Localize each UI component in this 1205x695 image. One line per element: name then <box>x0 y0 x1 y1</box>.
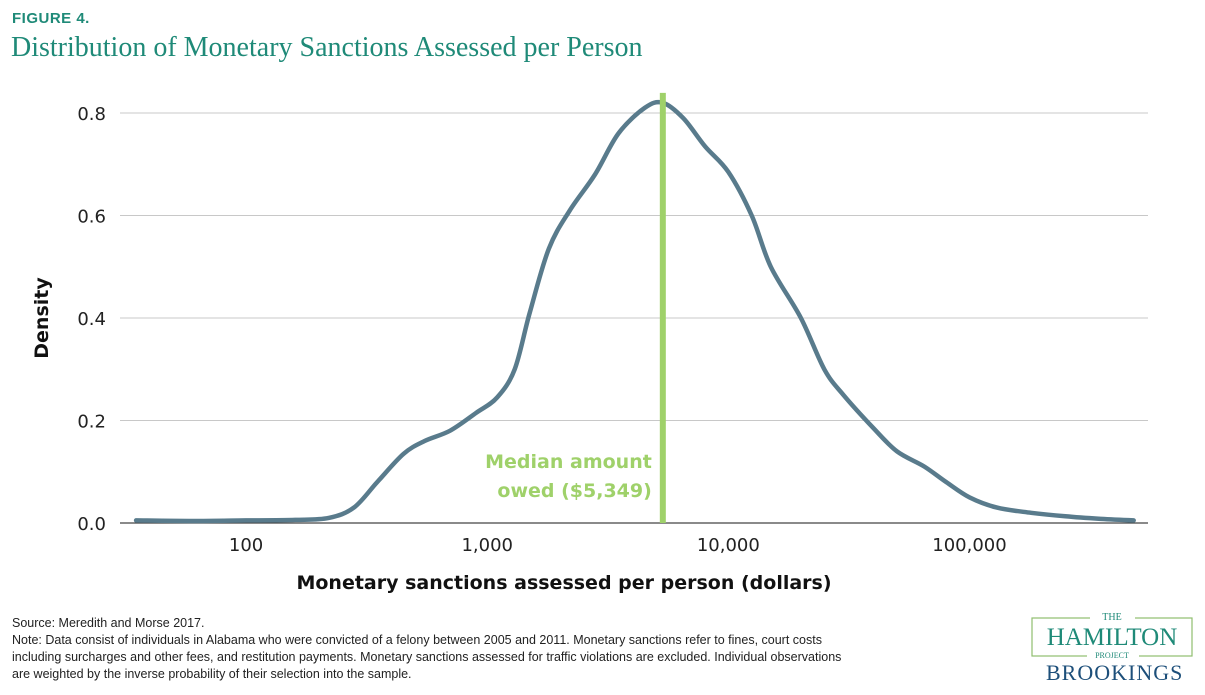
y-tick-label: 0.8 <box>77 104 106 125</box>
hamilton-logo-name: HAMILTON <box>1047 624 1178 651</box>
y-tick-label: 0.4 <box>77 309 106 330</box>
source-note: Source: Meredith and Morse 2017. <box>12 616 205 630</box>
data-note: Note: Data consist of individuals in Ala… <box>12 633 842 681</box>
median-annotation-line1: Median amount <box>485 451 652 473</box>
x-tick-label: 100,000 <box>932 535 1006 556</box>
y-tick-label: 0.6 <box>77 207 106 228</box>
brookings-logo: BROOKINGS <box>1046 660 1184 685</box>
hamilton-project-logo: THE HAMILTON PROJECT <box>1031 610 1193 660</box>
y-tick-label: 0.2 <box>77 412 106 433</box>
x-axis-title: Monetary sanctions assessed per person (… <box>296 572 831 594</box>
hamilton-logo-project: PROJECT <box>1095 651 1129 660</box>
x-axis-ticks: 100 1,000 10,000 100,000 <box>229 535 1007 556</box>
y-tick-label: 0.0 <box>77 514 106 535</box>
figure-label: FIGURE 4. <box>12 10 90 27</box>
x-tick-label: 10,000 <box>697 535 760 556</box>
density-chart: 0.0 0.2 0.4 0.6 0.8 100 1,000 10,000 100,000 Me… <box>31 92 1148 594</box>
x-tick-label: 100 <box>229 535 263 556</box>
hamilton-logo-the: THE <box>1102 612 1121 623</box>
x-tick-label: 1,000 <box>461 535 513 556</box>
y-axis-ticks: 0.0 0.2 0.4 0.6 0.8 <box>77 104 106 535</box>
density-curve <box>133 99 1136 524</box>
gridlines <box>120 112 1148 421</box>
y-axis-title: Density <box>31 277 53 359</box>
median-annotation-line2: owed ($5,349) <box>497 480 651 502</box>
figure-title: Distribution of Monetary Sanctions Asses… <box>11 32 643 63</box>
